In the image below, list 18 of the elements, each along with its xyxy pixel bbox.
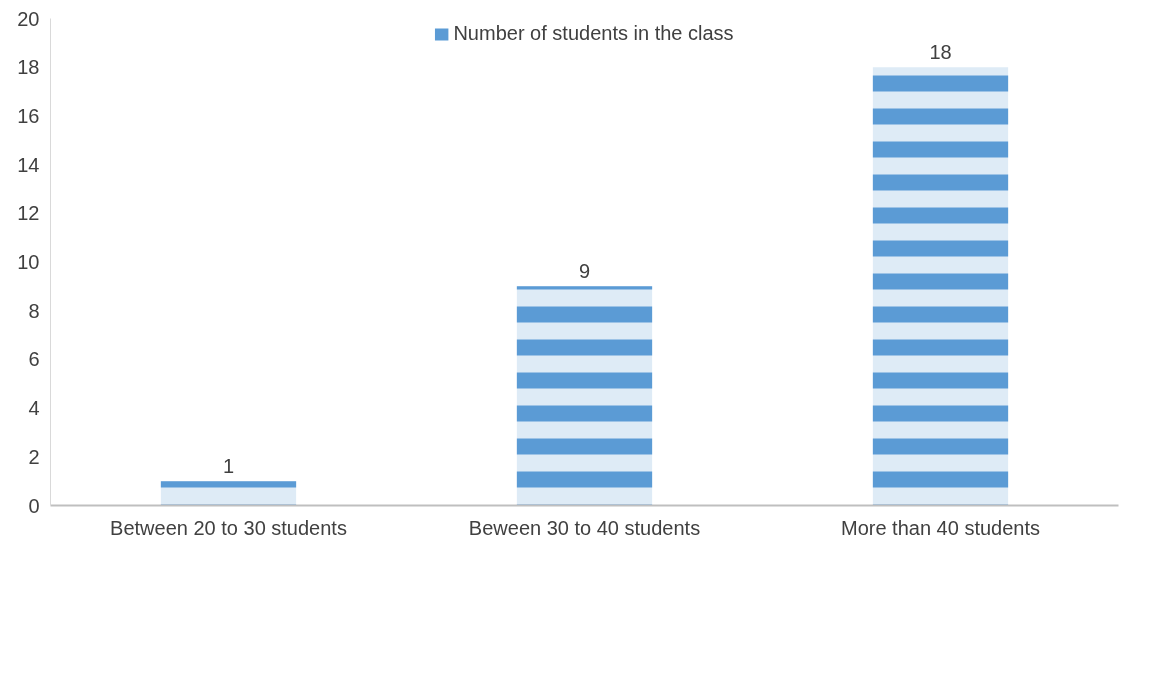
x-tick-label: Between 20 to 30 students — [110, 516, 347, 539]
y-tick-label: 4 — [28, 397, 40, 420]
y-tick-label: 16 — [17, 104, 40, 127]
y-tick-label: 14 — [17, 153, 40, 176]
data-label: 1 — [222, 455, 235, 478]
y-tick-label: 2 — [28, 445, 40, 468]
y-tick-label: 18 — [17, 56, 40, 79]
y-tick-label: 12 — [17, 202, 40, 225]
x-tick-label: More than 40 students — [840, 516, 1041, 539]
data-label: 9 — [578, 260, 591, 283]
y-tick-label: 0 — [28, 494, 40, 517]
data-label: 18 — [929, 41, 952, 64]
y-tick-label: 20 — [17, 7, 40, 30]
y-tick-label: 8 — [28, 299, 40, 322]
y-tick-label: 6 — [28, 348, 40, 371]
y-tick-label: 10 — [17, 251, 40, 273]
text: Number of students in the class — [453, 22, 734, 45]
x-tick-label: Beween 30 to 40 students — [468, 516, 701, 539]
